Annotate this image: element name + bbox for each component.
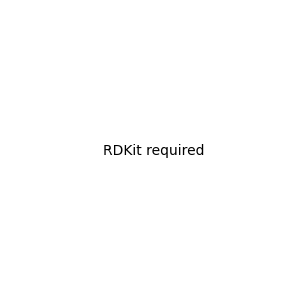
Text: RDKit required: RDKit required	[103, 145, 205, 158]
